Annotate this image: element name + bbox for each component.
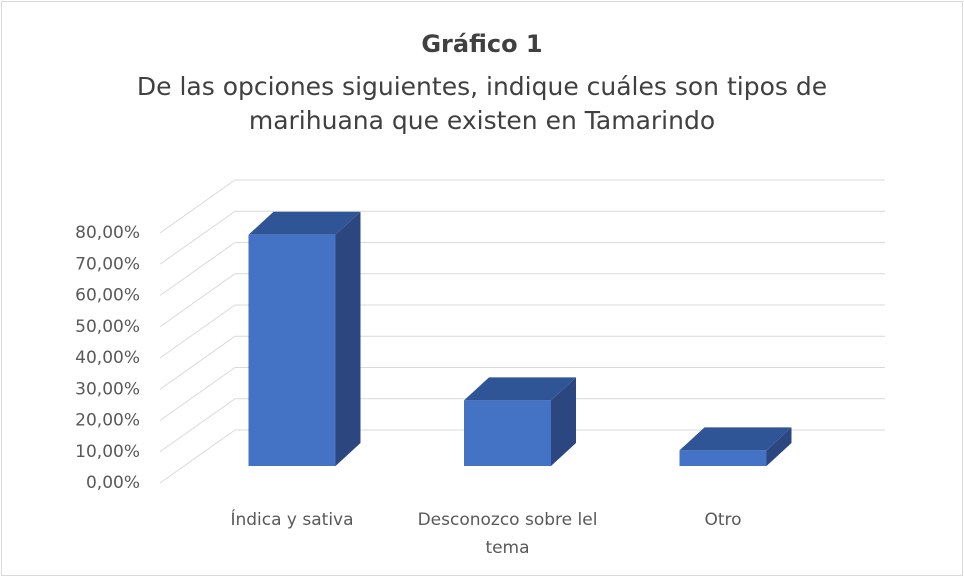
grid-line — [159, 367, 885, 421]
bar-side — [551, 377, 576, 466]
bar-side — [335, 211, 361, 466]
y-tick-label: 60,00% — [75, 286, 140, 306]
bar — [248, 211, 361, 466]
bar-front — [248, 234, 336, 466]
grid-line — [159, 429, 885, 484]
grid-line — [159, 179, 885, 234]
chart-title: Gráfico 1 — [421, 30, 543, 58]
grid-line — [159, 304, 885, 359]
bar-front — [679, 450, 767, 466]
grid-line — [159, 210, 885, 265]
bar-top — [679, 427, 792, 451]
bar — [464, 377, 576, 466]
x-tick-label: Otro — [704, 510, 742, 530]
grid-line — [159, 273, 885, 328]
y-tick-label: 40,00% — [75, 348, 140, 368]
y-tick-label: 30,00% — [75, 379, 140, 399]
grid-line — [159, 335, 885, 390]
bar-top — [248, 211, 361, 235]
y-tick-label: 20,00% — [75, 411, 140, 431]
y-tick-label: 0,00% — [86, 473, 140, 493]
x-tick-label: Índica y sativa — [230, 510, 354, 530]
y-tick-label: 50,00% — [75, 317, 140, 337]
y-tick-label: 70,00% — [75, 254, 140, 274]
bar — [679, 427, 792, 466]
y-tick-label: 10,00% — [75, 442, 140, 462]
grid-line — [159, 242, 885, 296]
bar-side — [766, 427, 792, 466]
x-tick-label: Desconozco sobre lel tema — [417, 510, 598, 558]
bar-top — [464, 377, 576, 401]
grid-line — [159, 398, 885, 453]
chart-subtitle: De las opciones siguientes, indique cuál… — [136, 72, 828, 135]
bar-front — [464, 400, 551, 466]
y-tick-label: 80,00% — [75, 223, 140, 243]
